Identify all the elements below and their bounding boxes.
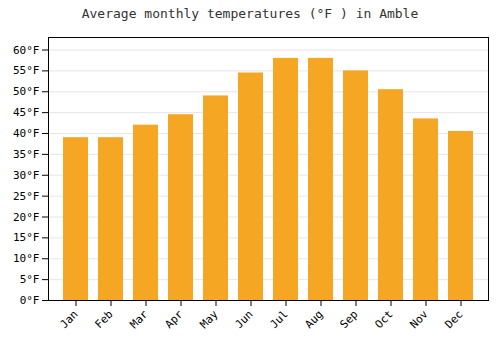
svg-text:Oct: Oct — [372, 308, 395, 331]
svg-text:40°F: 40°F — [13, 127, 40, 140]
svg-text:15°F: 15°F — [13, 231, 40, 244]
svg-text:55°F: 55°F — [13, 64, 40, 77]
svg-text:Apr: Apr — [162, 307, 186, 331]
html-text:Average monthly temperatures (: Average monthly temperatures (°F ) in Am… — [81, 6, 419, 21]
svg-text:Jan: Jan — [57, 308, 80, 331]
svg-text:Jun: Jun — [232, 308, 255, 331]
svg-text:Sep: Sep — [337, 308, 360, 331]
svg-text:Feb: Feb — [92, 308, 115, 331]
svg-text:60°F: 60°F — [13, 44, 40, 57]
svg-text:50°F: 50°F — [13, 85, 40, 98]
svg-text:45°F: 45°F — [13, 106, 40, 119]
svg-text:Aug: Aug — [302, 308, 325, 331]
svg-text:5°F: 5°F — [20, 273, 40, 286]
svg-text:25°F: 25°F — [13, 190, 40, 203]
svg-text:35°F: 35°F — [13, 148, 40, 161]
svg-text:Jul: Jul — [267, 308, 290, 331]
svg-text:20°F: 20°F — [13, 211, 40, 224]
svg-text:30°F: 30°F — [13, 169, 40, 182]
svg-text:May: May — [197, 307, 221, 331]
svg-text:10°F: 10°F — [13, 252, 40, 265]
svg-text:Mar: Mar — [127, 307, 151, 331]
svg-text:Nov: Nov — [407, 307, 431, 331]
svg-text:Dec: Dec — [442, 308, 465, 331]
svg-text:0°F: 0°F — [20, 294, 40, 307]
